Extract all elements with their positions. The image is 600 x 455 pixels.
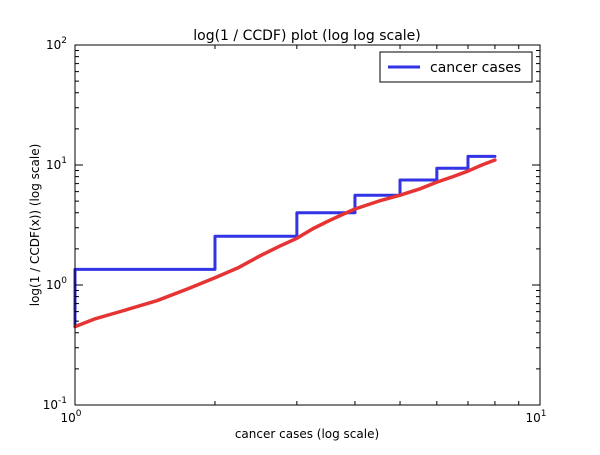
legend: cancer cases bbox=[379, 51, 533, 83]
x-tick-label: 101 bbox=[525, 409, 546, 425]
series-line-series-1 bbox=[73, 158, 497, 329]
series-line-cancer-cases bbox=[73, 154, 497, 329]
chart-title: log(1 / CCDF) plot (log log scale) bbox=[193, 28, 421, 44]
y-tick-label: 10-1 bbox=[43, 396, 67, 412]
y-tick-label: 102 bbox=[46, 36, 67, 52]
series-layer bbox=[73, 154, 497, 329]
legend-label-cancer-cases: cancer cases bbox=[430, 60, 521, 76]
axes-frame bbox=[74, 44, 541, 406]
y-tick-label: 101 bbox=[46, 156, 67, 172]
y-tick-label: 100 bbox=[46, 276, 67, 292]
x-tick-label: 100 bbox=[60, 409, 81, 425]
x-axis-label: cancer cases (log scale) bbox=[235, 427, 379, 441]
y-axis-label: log(1 / CCDF(x)) (log scale) bbox=[28, 144, 42, 307]
